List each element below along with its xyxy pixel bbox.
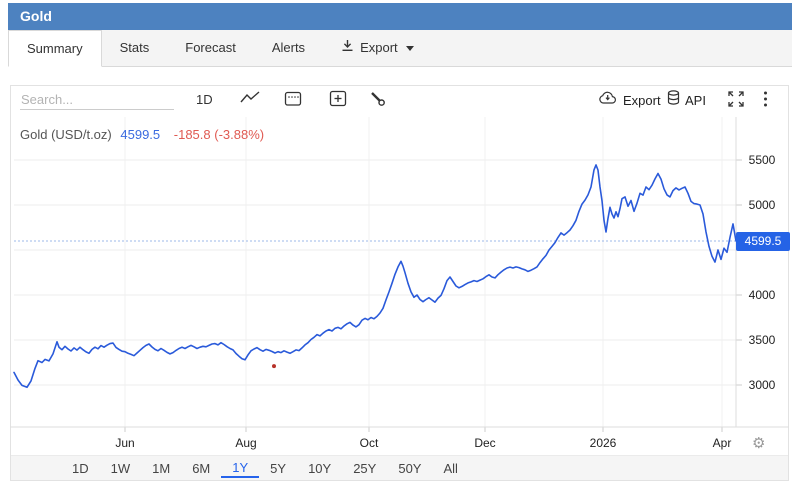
range-button-1d[interactable]: 1D [72, 461, 89, 476]
chart-type-icon[interactable] [240, 90, 260, 108]
range-button-1w[interactable]: 1W [110, 461, 131, 476]
range-button-10y[interactable]: 10Y [308, 461, 332, 476]
x-axis-label: Dec [474, 436, 496, 450]
database-icon [667, 90, 680, 111]
chart-legend: Gold (USD/t.oz) 4599.5 -185.8 (-3.88%) [20, 127, 264, 142]
search-input[interactable] [20, 90, 174, 110]
legend-series-name: Gold (USD/t.oz) [20, 127, 112, 142]
tab-stats[interactable]: Stats [119, 40, 150, 55]
legend-change: -185.8 (-3.88%) [173, 127, 265, 142]
download-icon [341, 30, 354, 66]
page-title: Gold [20, 8, 52, 24]
x-axis-label: Jun [115, 436, 135, 450]
y-axis-label: 5000 [748, 198, 776, 212]
tab-export-label: Export [360, 40, 398, 55]
compare-add-icon[interactable] [329, 90, 347, 108]
export-label: Export [623, 92, 661, 108]
range-button-5y[interactable]: 5Y [270, 461, 287, 476]
range-button-6m[interactable]: 6M [192, 461, 211, 476]
caret-down-icon [405, 45, 414, 51]
range-button-25y[interactable]: 25Y [353, 461, 377, 476]
y-axis-label: 3500 [748, 333, 776, 347]
y-axis-label: 3000 [748, 378, 776, 392]
api-button[interactable]: API [667, 90, 706, 111]
range-button-50y[interactable]: 50Y [398, 461, 422, 476]
interval-button[interactable]: 1D [196, 92, 213, 107]
current-price-badge: 4599.5 [736, 231, 790, 251]
x-axis-label: Oct [359, 436, 379, 450]
tab-alerts[interactable]: Alerts [271, 40, 306, 55]
settings-wrench-icon[interactable] [369, 90, 386, 108]
export-button[interactable]: Export [597, 90, 661, 110]
y-axis-label: 5500 [748, 153, 776, 167]
cloud-download-icon [597, 90, 618, 110]
calendar-icon[interactable] [284, 90, 302, 108]
y-axis-label: 4000 [748, 288, 776, 302]
x-axis-label: Aug [235, 436, 257, 450]
x-axis-label: 2026 [589, 436, 617, 450]
fullscreen-icon[interactable] [728, 91, 744, 109]
range-selector-bar: 1D 1W 1M 6M 1Y 5Y 10Y 25Y 50Y All [11, 455, 788, 480]
tab-export[interactable]: Export [323, 30, 432, 66]
api-label: API [685, 93, 706, 108]
tab-forecast[interactable]: Forecast [185, 40, 236, 55]
range-button-all[interactable]: All [443, 461, 458, 476]
range-button-1m[interactable]: 1M [152, 461, 171, 476]
header-bar: Gold [8, 3, 792, 30]
x-axis-label: Apr [712, 436, 732, 450]
tab-summary[interactable]: Summary [8, 30, 102, 67]
range-button-1y[interactable]: 1Y [221, 458, 260, 478]
kebab-menu-icon[interactable] [763, 90, 768, 108]
legend-value: 4599.5 [120, 127, 161, 142]
tab-bar: Summary Stats Forecast Alerts Export [8, 30, 792, 67]
plot-area[interactable] [14, 117, 736, 427]
gear-icon[interactable]: ⚙ [752, 434, 766, 452]
